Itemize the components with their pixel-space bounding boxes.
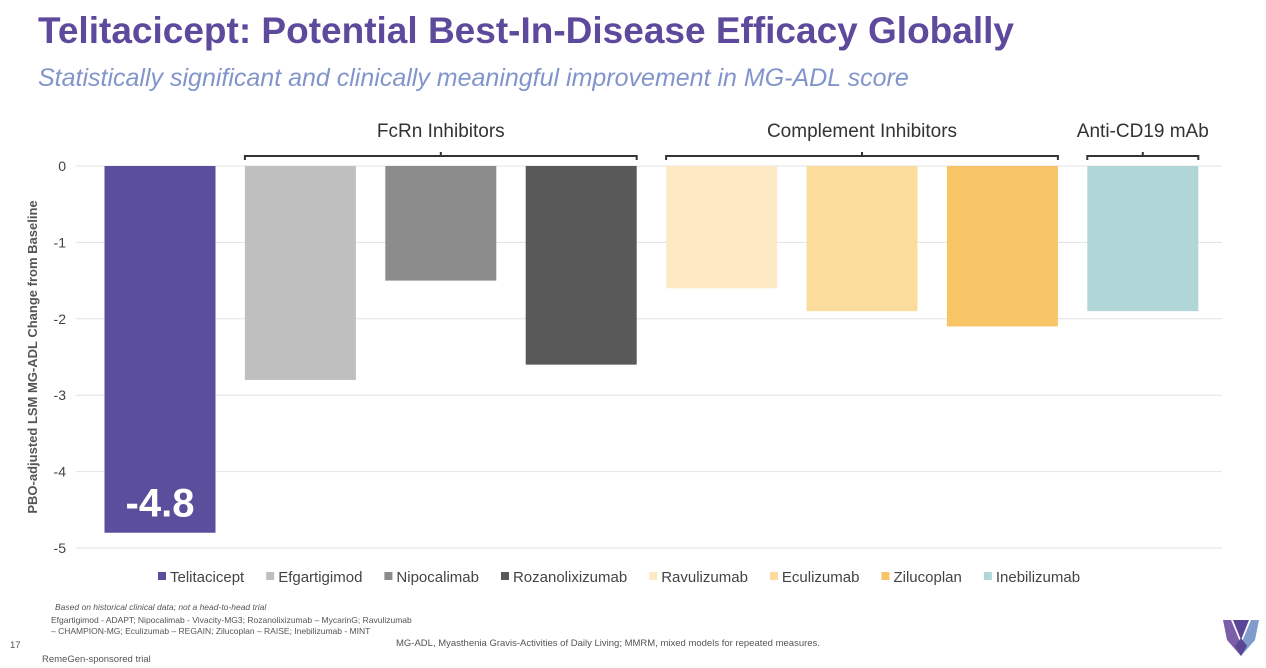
bar-efgartigimod xyxy=(244,166,356,380)
group-bracket xyxy=(243,152,638,160)
trials-note-2: – CHAMPION-MG; Eculizumab – REGAIN; Zilu… xyxy=(51,626,371,636)
y-tick-label: -5 xyxy=(54,540,67,556)
y-tick-label: -2 xyxy=(54,311,67,327)
legend-label: Ravulizumab xyxy=(661,569,748,586)
company-logo xyxy=(1223,620,1259,656)
bar-nipocalimab xyxy=(385,166,497,281)
legend-swatch xyxy=(649,572,658,580)
bar-eculizumab xyxy=(806,166,918,312)
group-label: Anti-CD19 mAb xyxy=(1077,121,1209,142)
legend-swatch xyxy=(881,572,890,580)
disclaimer-note: Based on historical clinical data; not a… xyxy=(55,602,267,612)
legend-swatch xyxy=(384,572,393,580)
bar-telitacicept xyxy=(104,166,216,533)
page-title: Telitacicept: Potential Best-In-Disease … xyxy=(38,10,1015,51)
legend-swatch xyxy=(500,572,509,580)
legend-swatch xyxy=(266,572,275,580)
legend-swatch xyxy=(769,572,778,580)
legend-label: Rozanolixizumab xyxy=(513,569,627,586)
legend-swatch xyxy=(158,572,166,580)
y-tick-label: -3 xyxy=(54,387,67,403)
legend-label: Inebilizumab xyxy=(996,569,1080,586)
abbreviations-note: MG-ADL, Myasthenia Gravis-Activities of … xyxy=(396,638,820,649)
bar-inebilizumab xyxy=(1087,166,1199,312)
legend-label: Telitacicept xyxy=(170,569,245,586)
bar-chart: 0 -1 -2 -3 -4 -5 PBO-adjusted LSM MG-ADL Chang… xyxy=(25,121,1222,586)
page-number: 17 xyxy=(10,640,21,651)
group-label: FcRn Inhibitors xyxy=(377,121,505,142)
legend-label: Efgartigimod xyxy=(278,569,362,586)
y-axis-label: PBO-adjusted LSM MG-ADL Change from Base… xyxy=(25,200,40,513)
y-tick-label: 0 xyxy=(58,158,66,174)
bar-zilucoplan xyxy=(946,166,1058,327)
y-tick-label: -1 xyxy=(54,234,67,250)
data-label: -4.8 xyxy=(126,482,195,526)
legend-label: Eculizumab xyxy=(782,569,860,586)
legend-swatch xyxy=(983,572,992,580)
bar-ravulizumab xyxy=(666,166,778,289)
bar-rozanolixizumab xyxy=(525,166,637,365)
legend-label: Nipocalimab xyxy=(396,569,479,586)
group-bracket xyxy=(1086,152,1200,160)
y-tick-label: -4 xyxy=(54,464,67,480)
sponsored-note: RemeGen-sponsored trial xyxy=(42,654,151,665)
legend-label: Zilucoplan xyxy=(893,569,961,586)
group-bracket xyxy=(665,152,1059,160)
group-label: Complement Inhibitors xyxy=(767,121,957,142)
page-subtitle: Statistically significant and clinically… xyxy=(38,64,909,92)
trials-note-1: Efgartigimod - ADAPT; Nipocalimab - Viva… xyxy=(51,615,412,625)
